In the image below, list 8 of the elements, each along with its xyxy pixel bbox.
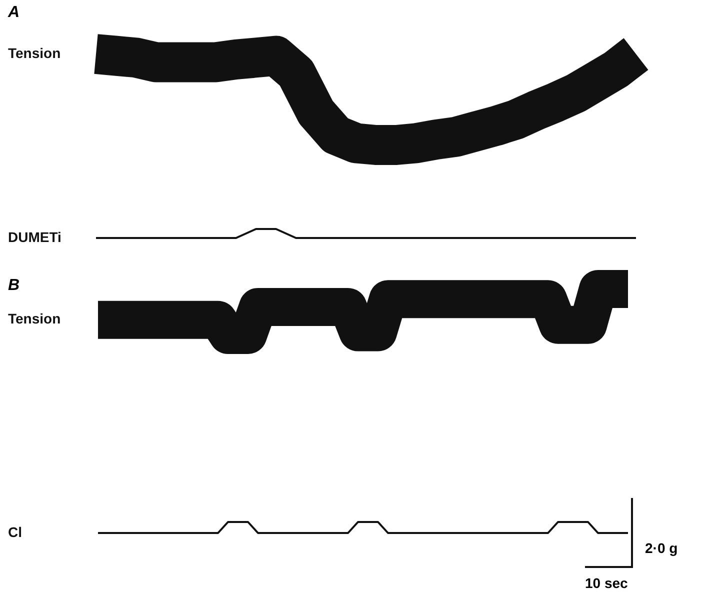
text: Tension <box>8 44 61 61</box>
text: 10 sec <box>585 575 628 591</box>
text: Tension <box>8 310 61 327</box>
chart-title: A <box>8 4 20 22</box>
text: 2·0 g <box>645 540 678 556</box>
text: Cl <box>8 524 22 540</box>
text: DUMETi <box>8 228 62 245</box>
chart-title: B <box>8 277 20 295</box>
